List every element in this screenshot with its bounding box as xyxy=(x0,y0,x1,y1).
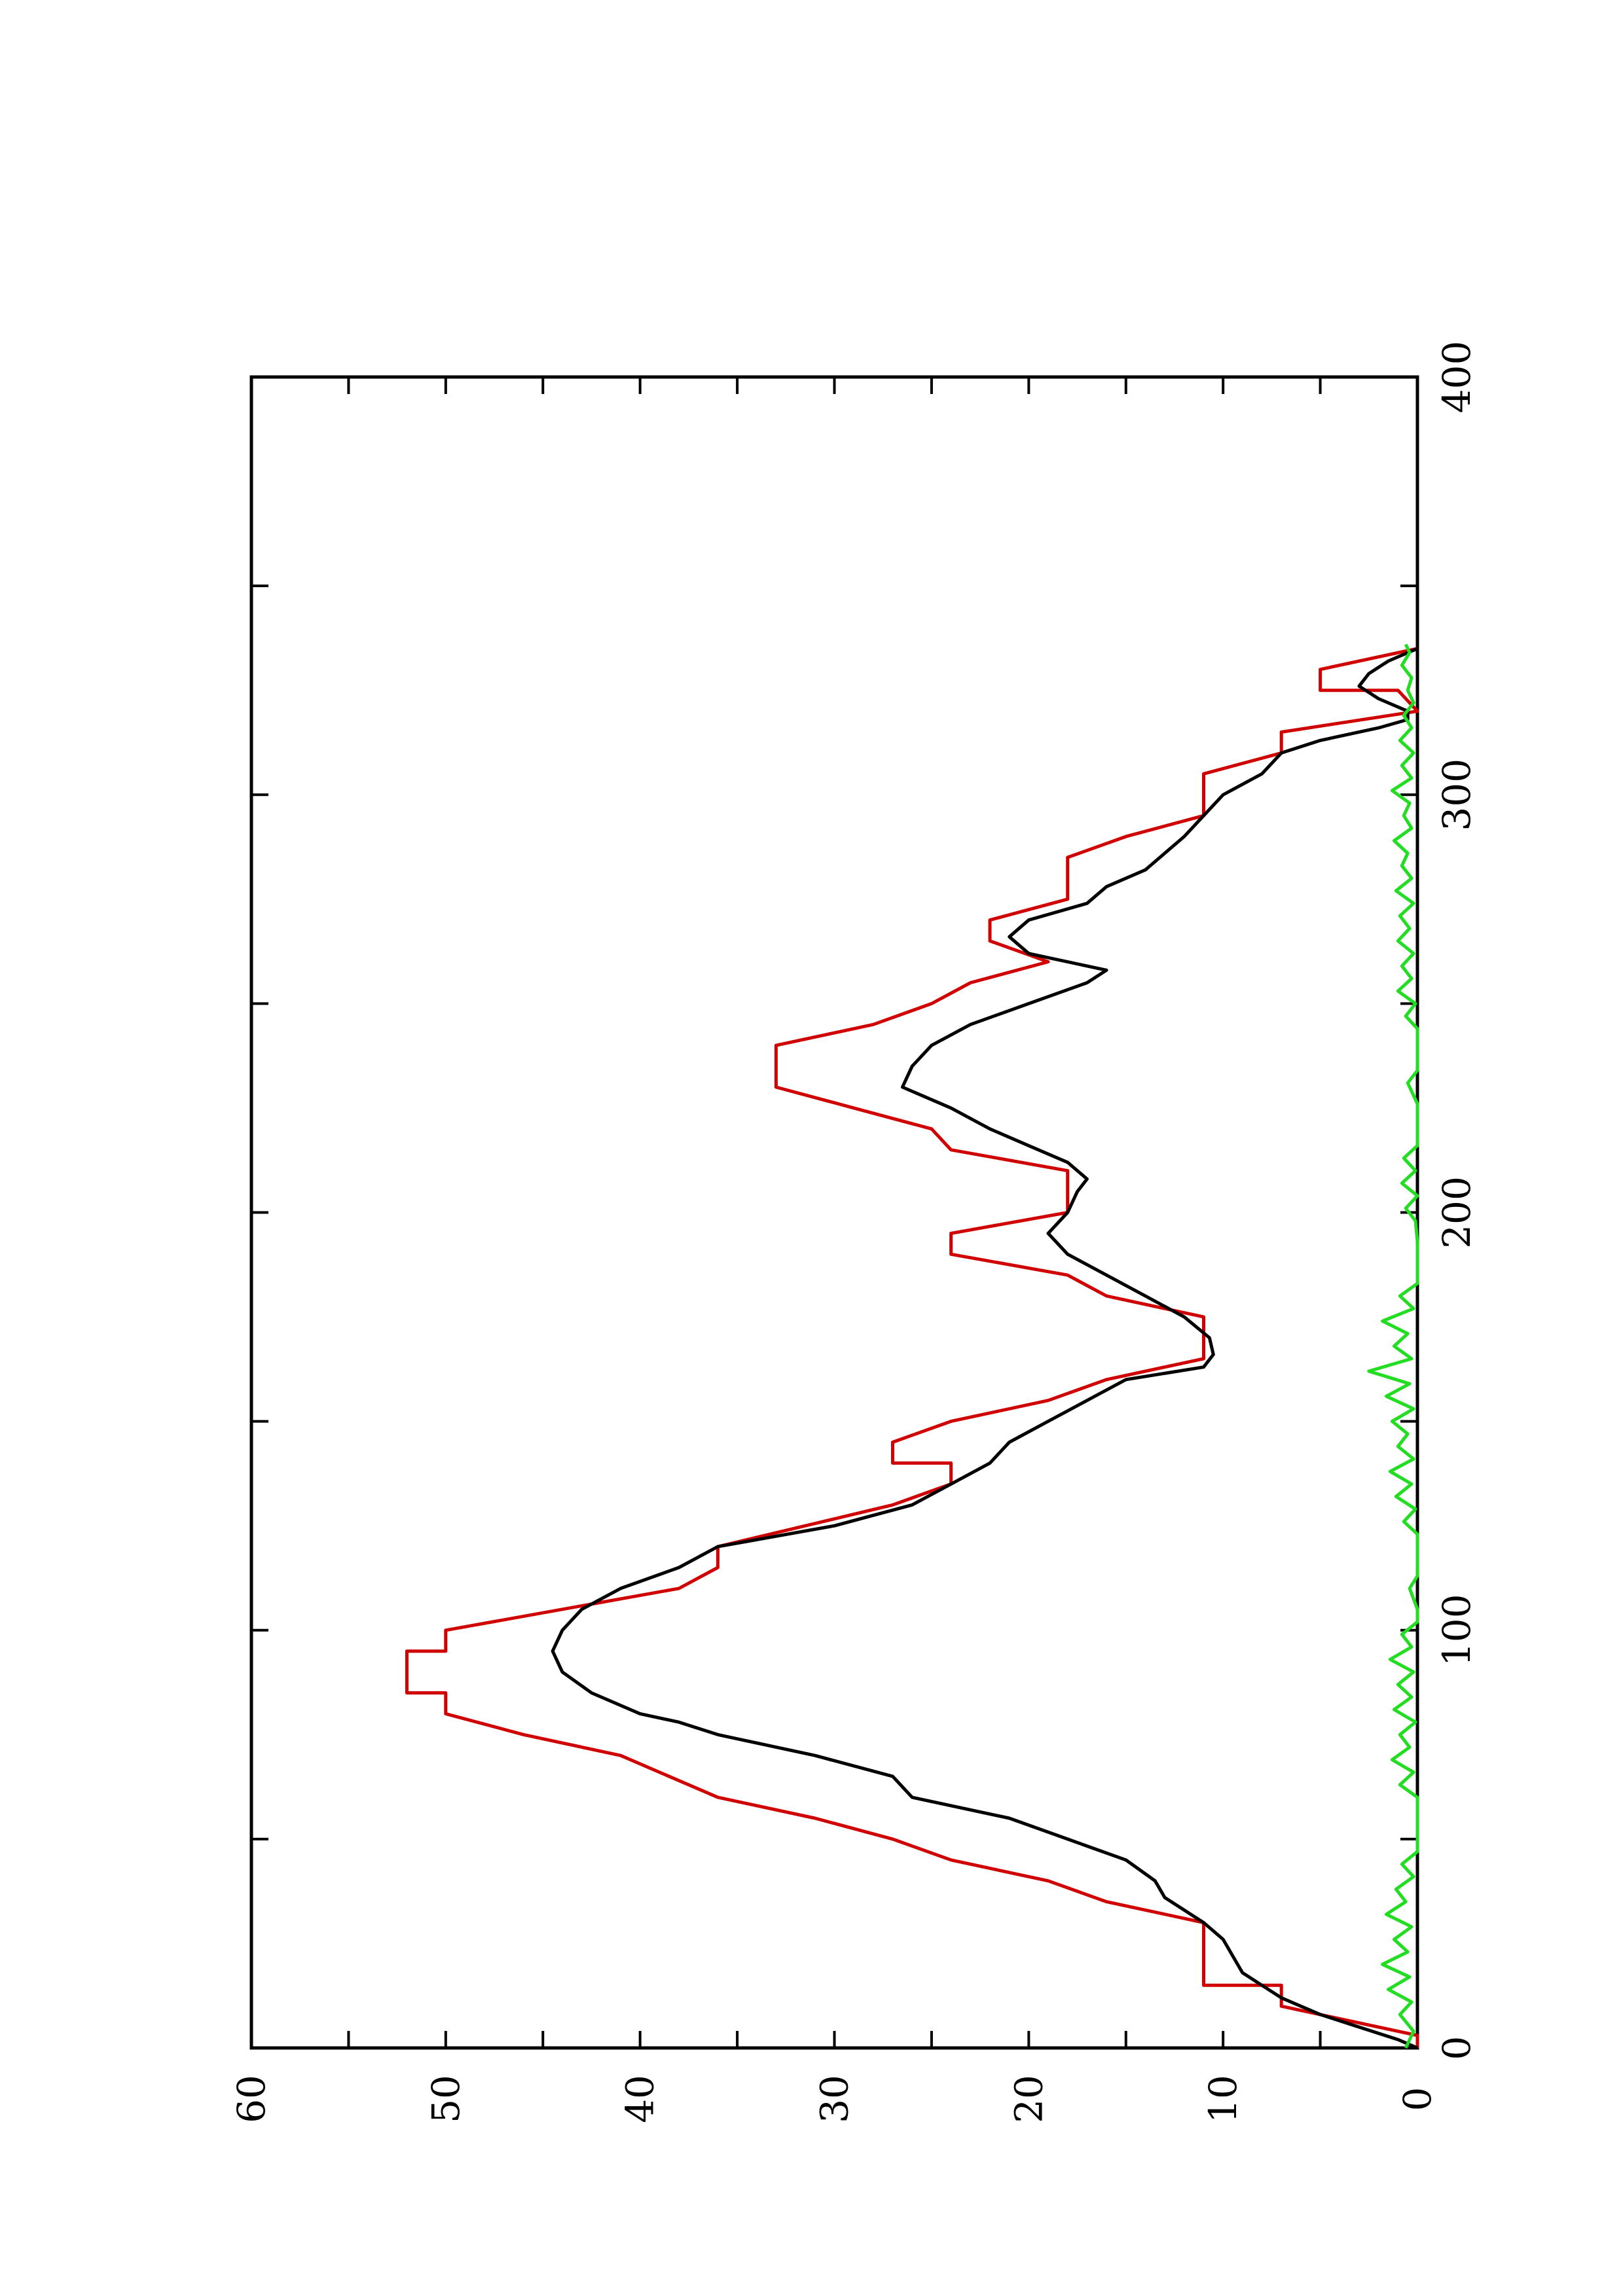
series-line-1 xyxy=(405,647,1419,2048)
y-tick-label: 30 xyxy=(812,2075,857,2123)
y-tick-label: 20 xyxy=(1006,2075,1051,2123)
tick-labels: 0 100 200 300 400 0 10 20 30 40 50 60 xyxy=(229,341,1479,2123)
data-series xyxy=(405,643,1419,2050)
series-line-2 xyxy=(551,647,1418,2050)
x-tick-label: 300 xyxy=(1434,759,1479,831)
y-tick-label: 60 xyxy=(229,2075,274,2123)
y-tick-label: 10 xyxy=(1201,2075,1245,2123)
plot-frame xyxy=(249,375,1419,2050)
y-tick-label: 0 xyxy=(1395,2087,1440,2111)
x-tick-label: 400 xyxy=(1434,341,1479,414)
y-tick-label: 40 xyxy=(618,2075,663,2123)
x-tick-label: 100 xyxy=(1434,1594,1479,1666)
y-tick-label: 50 xyxy=(424,2075,468,2123)
x-tick-label: 0 xyxy=(1434,2036,1479,2060)
x-tick-label: 200 xyxy=(1434,1176,1479,1249)
series-line-3 xyxy=(1367,643,1419,2049)
axis-ticks xyxy=(250,376,1419,2049)
